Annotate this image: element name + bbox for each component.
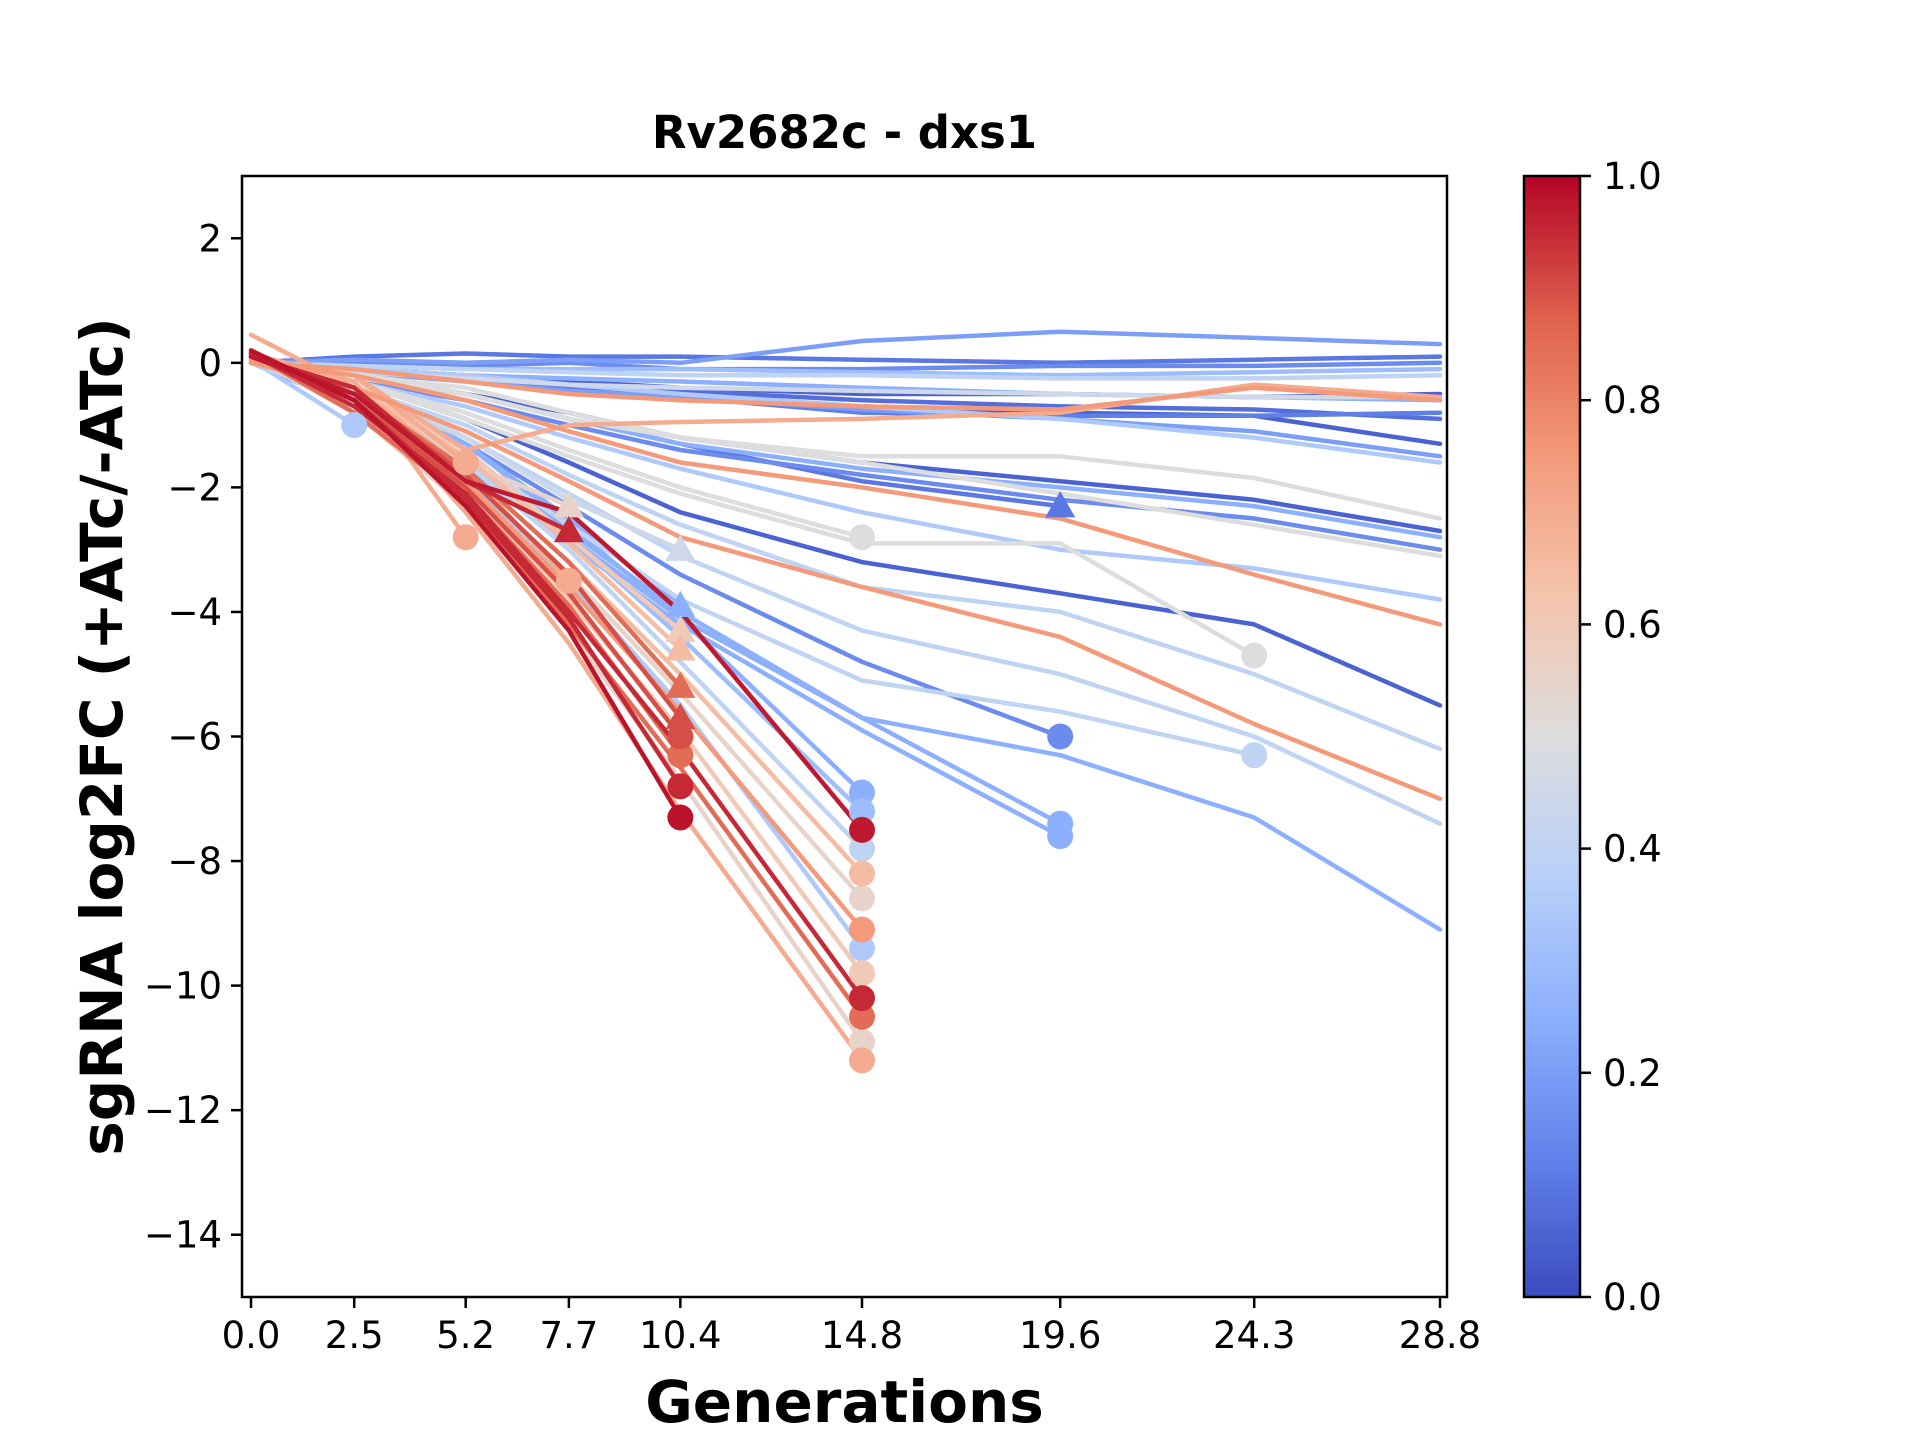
series-end-marker-57 [849, 935, 876, 962]
series-line-1 [248, 329, 1443, 366]
colorbar-frame [1522, 174, 1582, 1299]
series-end-marker-50 [849, 779, 876, 806]
x-axis-label: Generations [645, 1368, 1044, 1436]
series-end-marker-53 [849, 835, 876, 862]
axes: 2 0 −2 −4 −6 −8 −10 −12 −14 0.0 2.5 5.2 7.7 10.4 14.8 1… [144, 217, 1481, 1357]
series-line-4 [248, 360, 1443, 381]
colorbar-tick-label: 0.4 [1603, 828, 1662, 871]
colorbar-tick-label: 1.0 [1603, 155, 1662, 198]
y-tick-label: 2 [198, 217, 222, 260]
y-axis-label: sgRNA log2FC (+ATc/-ATc) [68, 317, 136, 1155]
y-tick-label: −4 [167, 591, 222, 634]
series-end-marker-49 [667, 804, 694, 831]
series-end-marker-51 [849, 798, 876, 825]
series-line-13 [248, 360, 1443, 412]
colorbar-tick-label: 0.6 [1603, 603, 1662, 646]
y-tick-label: −2 [167, 466, 222, 509]
series-end-marker-43 [665, 634, 696, 661]
series-end-marker-55 [849, 885, 876, 912]
series-end-marker-37 [555, 567, 582, 594]
series-line-56 [248, 354, 865, 932]
series-end-marker-59 [849, 985, 876, 1012]
x-tick-label: 2.5 [325, 1314, 384, 1357]
x-tick-label: 19.6 [1019, 1314, 1101, 1357]
series-line-0 [248, 351, 1443, 366]
series-end-marker-52 [849, 816, 876, 843]
series-end-marker-62 [849, 1047, 876, 1074]
y-tick-label: −8 [167, 840, 222, 883]
series-end-marker-40 [665, 534, 696, 561]
series-end-marker-32 [1047, 823, 1074, 850]
series-end-marker-42 [665, 615, 696, 642]
series-end-marker-39 [553, 515, 584, 543]
x-tick-label: 14.8 [821, 1314, 903, 1357]
colorbar-tick-label: 0.2 [1603, 1052, 1662, 1095]
series-end-marker-29 [1047, 723, 1074, 750]
series-line-49 [248, 348, 683, 820]
series-end-marker-23 [849, 524, 876, 551]
series-end-marker-60 [849, 1003, 876, 1030]
x-tick-label: 24.3 [1213, 1314, 1295, 1357]
y-tick-label: −14 [144, 1214, 222, 1257]
chart-title: Rv2682c - dxs1 [652, 106, 1037, 159]
series-end-marker-36 [452, 524, 479, 551]
x-tick-label: 10.4 [639, 1314, 721, 1357]
series-end-marker-35 [452, 449, 479, 476]
series-line-62 [248, 332, 865, 1063]
x-tick-label: 0.0 [222, 1314, 281, 1357]
series-end-marker-34 [341, 412, 368, 439]
series-line-19 [248, 360, 1443, 559]
series-line-22 [248, 360, 1443, 627]
y-tick-label: −10 [144, 965, 222, 1008]
series-end-marker-58 [849, 960, 876, 987]
x-tick-label: 7.7 [539, 1314, 598, 1357]
series-end-marker-41 [665, 590, 696, 617]
series-end-marker-25 [1241, 642, 1268, 669]
x-tick-label: 5.2 [436, 1314, 495, 1357]
series-end-marker-47 [667, 742, 694, 769]
series-line-59 [248, 351, 865, 1001]
y-tick-label: 0 [198, 342, 222, 385]
colorbar-tick-label: 0.0 [1603, 1276, 1662, 1319]
series-end-marker-30 [1241, 742, 1268, 769]
x-tick-label: 28.8 [1399, 1314, 1481, 1357]
series-end-marker-54 [849, 860, 876, 887]
series-line-39 [248, 354, 572, 534]
series-end-marker-44 [665, 671, 696, 698]
y-tick-label: −6 [167, 716, 222, 759]
series-markers [341, 412, 1268, 1074]
series-end-marker-46 [667, 723, 694, 750]
colorbar-axis: 0.0 0.2 0.4 0.6 0.8 1.0 [1580, 155, 1662, 1319]
series-end-marker-45 [665, 702, 696, 730]
colorbar-tick-label: 0.8 [1603, 379, 1662, 422]
series-end-marker-38 [553, 491, 584, 518]
series-end-marker-56 [849, 916, 876, 943]
series-line-52 [248, 354, 865, 833]
series-end-marker-20 [1045, 491, 1076, 518]
series-end-marker-61 [849, 1028, 876, 1055]
series-end-marker-48 [667, 773, 694, 800]
colorbar-gradient [1524, 176, 1580, 1297]
series-lines [248, 329, 1443, 1063]
y-tick-label: −12 [144, 1089, 222, 1132]
